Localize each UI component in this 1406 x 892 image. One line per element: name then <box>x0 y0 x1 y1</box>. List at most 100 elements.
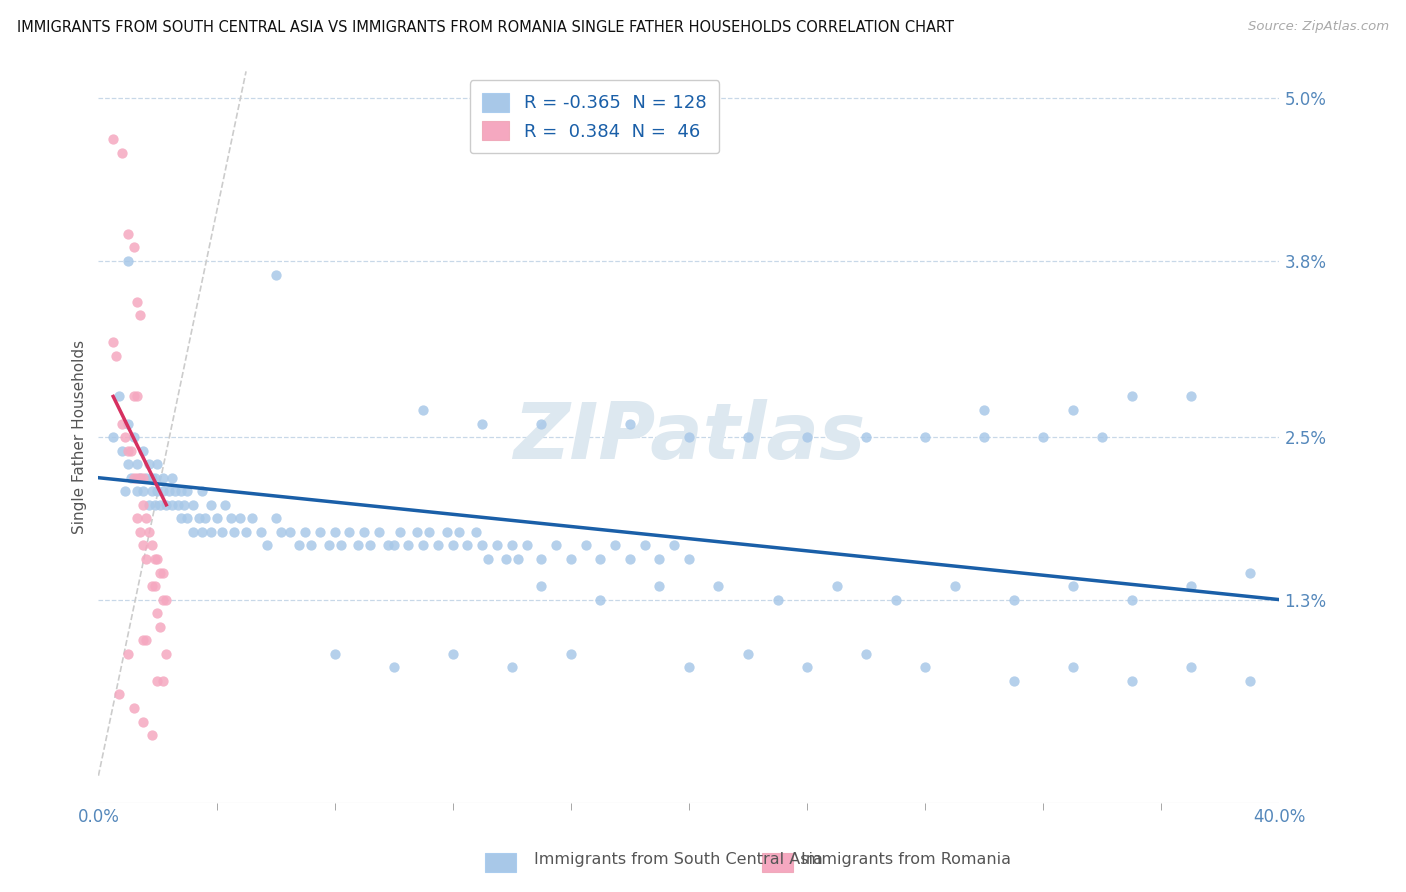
Point <box>441 538 464 552</box>
Point <box>108 389 131 403</box>
Point <box>135 471 157 485</box>
Point <box>914 660 936 674</box>
Point <box>122 389 145 403</box>
Point <box>114 484 136 499</box>
Point <box>943 579 966 593</box>
Point <box>117 443 139 458</box>
Point <box>146 457 169 471</box>
Point <box>149 498 172 512</box>
Point <box>382 538 405 552</box>
Point <box>1121 389 1143 403</box>
Point <box>477 552 499 566</box>
Point <box>353 524 375 539</box>
Text: IMMIGRANTS FROM SOUTH CENTRAL ASIA VS IMMIGRANTS FROM ROMANIA SINGLE FATHER HOUS: IMMIGRANTS FROM SOUTH CENTRAL ASIA VS IM… <box>17 20 953 35</box>
Point <box>973 430 995 444</box>
Point <box>176 511 198 525</box>
Point <box>678 552 700 566</box>
Point <box>382 660 405 674</box>
Point <box>294 524 316 539</box>
Point <box>141 538 163 552</box>
Point <box>132 443 155 458</box>
Point <box>1180 389 1202 403</box>
Point <box>1239 673 1261 688</box>
Point <box>973 403 995 417</box>
Point <box>560 647 582 661</box>
Point <box>398 538 420 552</box>
Point <box>167 498 190 512</box>
Point <box>427 538 450 552</box>
Point <box>1062 579 1084 593</box>
Point <box>516 538 538 552</box>
Point <box>125 457 148 471</box>
Point <box>155 592 177 607</box>
Point <box>181 498 204 512</box>
Point <box>146 606 169 620</box>
Point <box>135 552 157 566</box>
Point <box>114 430 136 444</box>
Point <box>122 240 145 254</box>
Point <box>256 538 278 552</box>
Point <box>173 498 195 512</box>
Point <box>117 254 139 268</box>
Text: ZIPatlas: ZIPatlas <box>513 399 865 475</box>
Point <box>347 538 370 552</box>
Point <box>138 498 160 512</box>
Point <box>377 538 399 552</box>
Point <box>323 647 346 661</box>
Point <box>135 511 157 525</box>
Point <box>149 566 172 580</box>
Point <box>141 728 163 742</box>
Point <box>117 417 139 431</box>
Point <box>546 538 568 552</box>
Point <box>619 552 641 566</box>
Point <box>288 538 311 552</box>
Point <box>125 484 148 499</box>
Point <box>138 457 160 471</box>
Point <box>1091 430 1114 444</box>
Point <box>125 471 148 485</box>
Point <box>605 538 627 552</box>
Point <box>191 524 214 539</box>
Point <box>436 524 458 539</box>
Point <box>221 511 243 525</box>
Point <box>125 389 148 403</box>
Point <box>486 538 509 552</box>
Point <box>634 538 657 552</box>
Point <box>103 132 125 146</box>
Point <box>264 268 287 282</box>
Point <box>143 498 166 512</box>
Point <box>111 443 134 458</box>
Point <box>191 484 214 499</box>
Point <box>141 471 163 485</box>
Point <box>796 660 818 674</box>
Point <box>530 579 553 593</box>
Point <box>737 647 759 661</box>
Point <box>143 552 166 566</box>
Point <box>329 538 352 552</box>
Point <box>707 579 730 593</box>
Point <box>162 498 183 512</box>
Point <box>117 227 139 241</box>
Point <box>447 524 470 539</box>
Point <box>128 524 150 539</box>
Point <box>1180 579 1202 593</box>
Point <box>825 579 848 593</box>
Point <box>152 484 174 499</box>
Point <box>678 660 700 674</box>
Point <box>117 647 139 661</box>
Point <box>157 484 180 499</box>
Point <box>135 633 157 648</box>
Point <box>152 471 174 485</box>
Point <box>187 511 209 525</box>
Point <box>170 484 193 499</box>
Point <box>132 484 155 499</box>
Point <box>120 471 142 485</box>
Point <box>264 511 287 525</box>
Point <box>176 484 198 499</box>
Point <box>388 524 411 539</box>
Point <box>152 566 174 580</box>
Point <box>678 430 700 444</box>
Point <box>299 538 322 552</box>
Point <box>170 511 193 525</box>
Point <box>122 430 145 444</box>
